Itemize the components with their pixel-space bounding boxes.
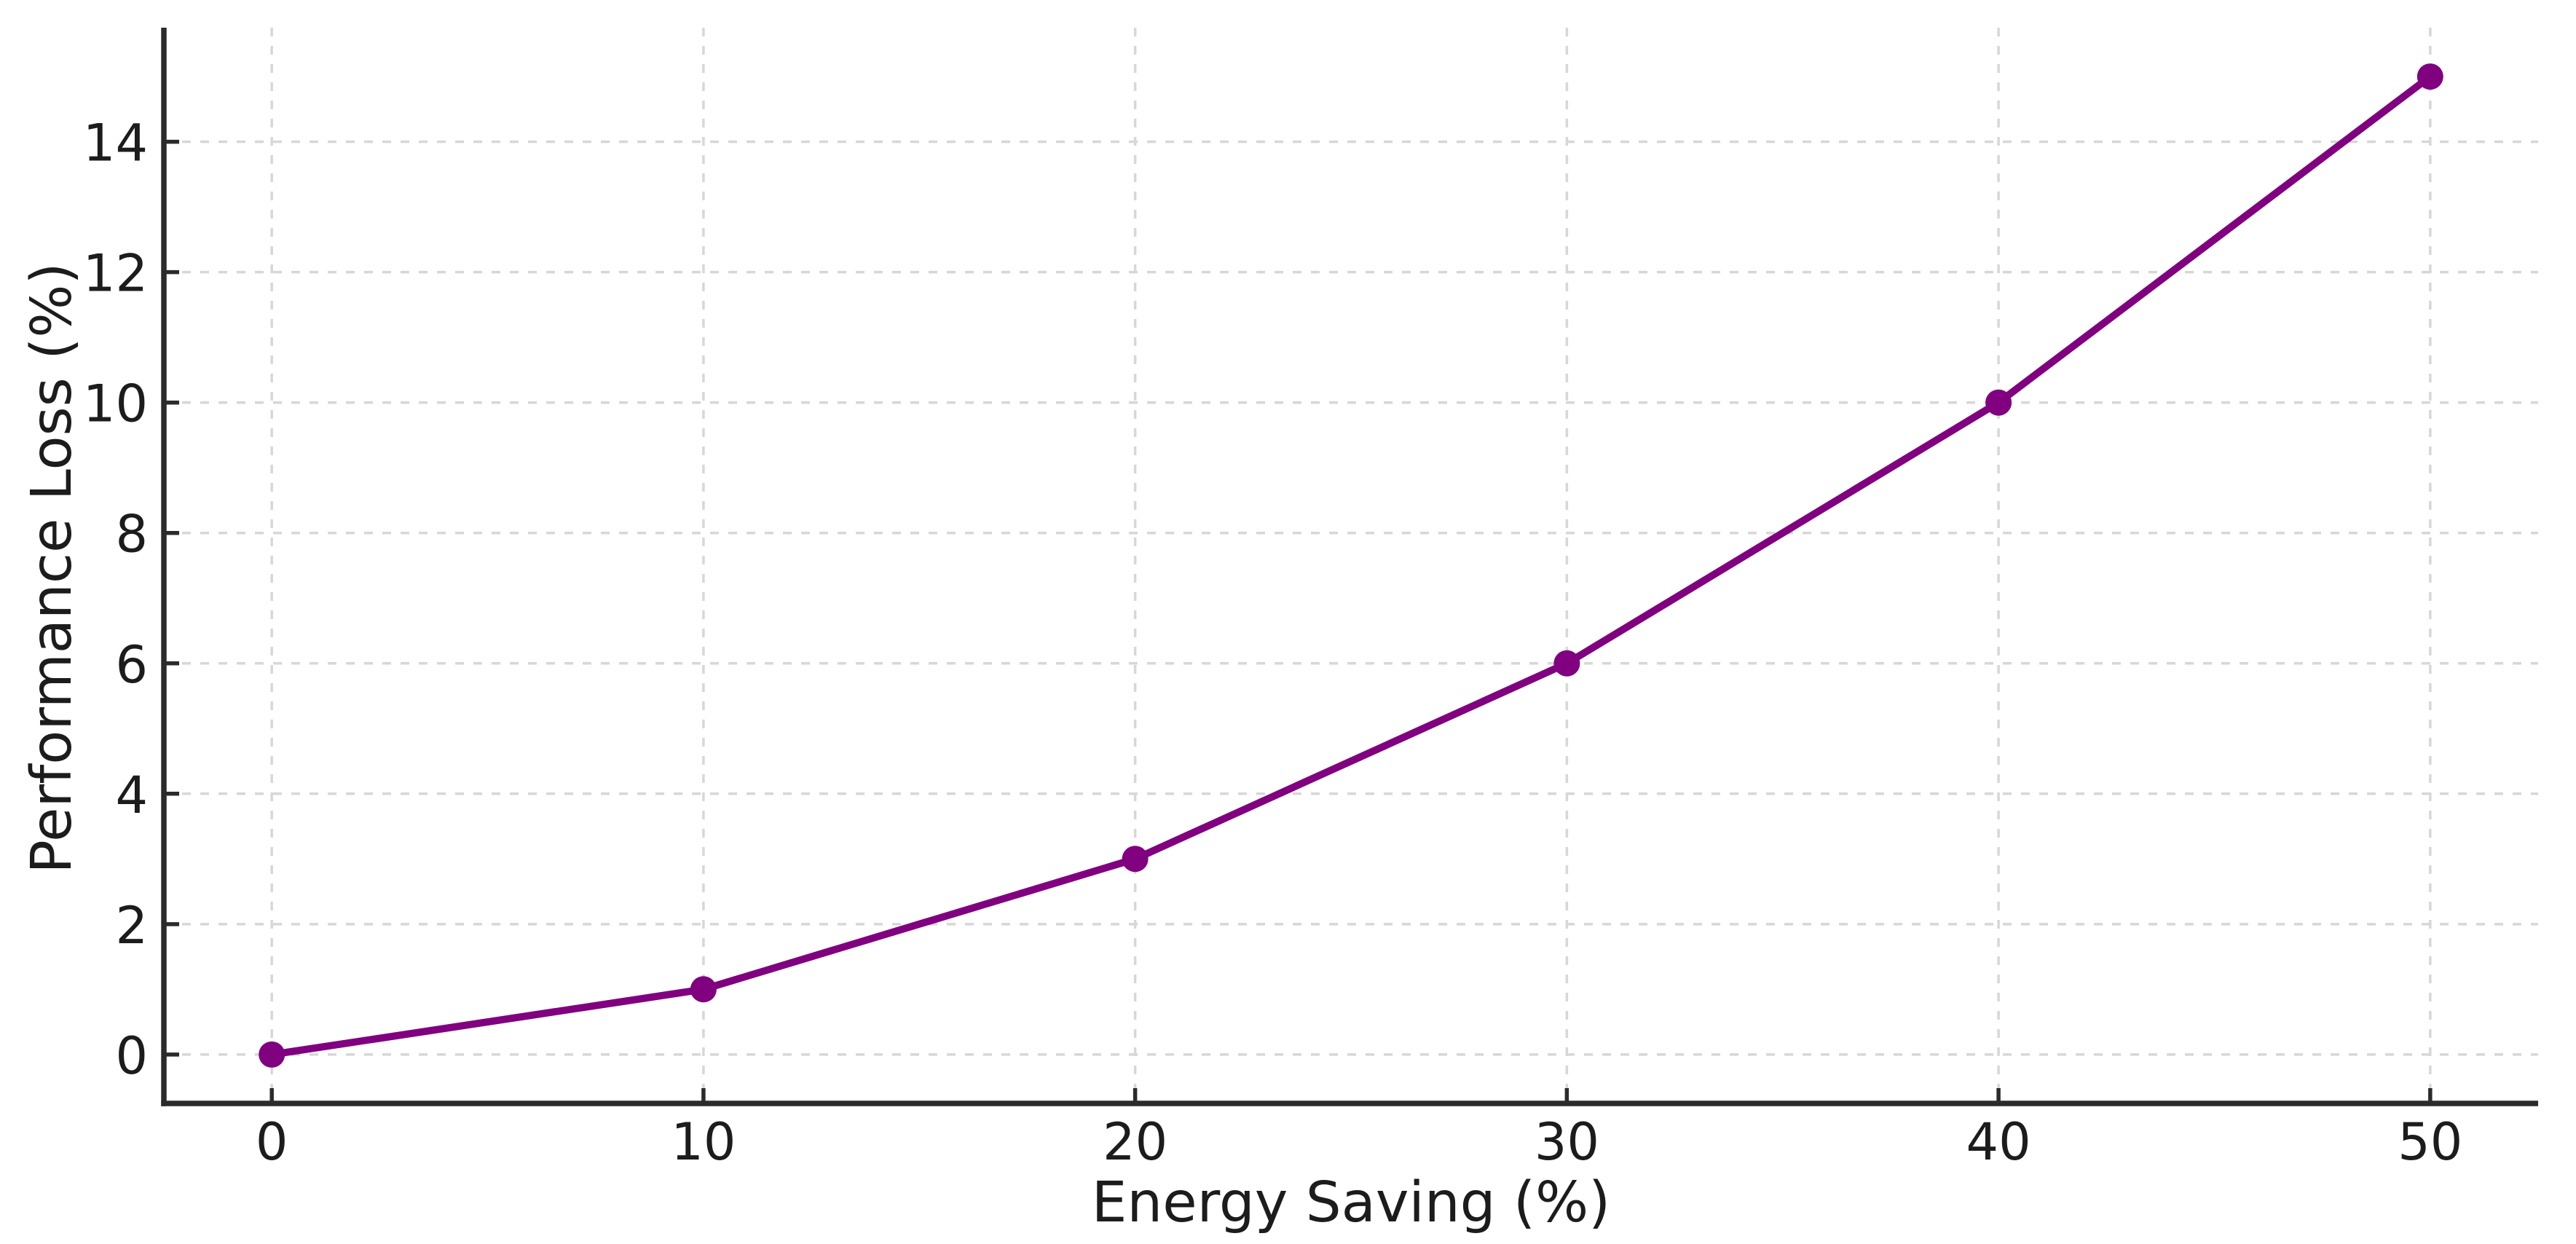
y-tick-label: 8 [115,505,148,564]
y-tick-label: 14 [83,114,148,173]
data-point [259,1041,285,1068]
y-axis-label: Performance Loss (%) [20,262,84,873]
x-tick-label: 50 [2398,1112,2462,1172]
x-tick-label: 20 [1103,1112,1167,1172]
tick-label-layer: 0 10 20 30 40 50 0 2 4 6 8 10 12 14 [83,114,2462,1172]
data-point [1553,650,1580,677]
x-tick-label: 40 [1966,1112,2031,1172]
series-layer [259,63,2443,1068]
data-point [2417,63,2443,90]
y-tick-label: 0 [115,1026,148,1086]
y-tick-label: 12 [83,244,148,304]
y-tick-label: 6 [115,635,148,695]
x-tick-label: 30 [1535,1112,1599,1172]
series-line-performance-loss [268,73,2434,1058]
grid-layer [164,28,2538,1103]
x-tick-label: 0 [256,1112,288,1172]
data-point [690,976,717,1003]
y-tick-label: 10 [83,374,148,434]
data-point [1122,846,1149,873]
y-tick-label: 2 [115,896,148,956]
x-axis-label: Energy Saving (%) [1092,1170,1610,1235]
y-tick-label: 4 [115,765,148,825]
x-tick-label: 10 [671,1112,736,1172]
axis-layer [161,28,2538,1106]
data-point [1985,389,2012,416]
